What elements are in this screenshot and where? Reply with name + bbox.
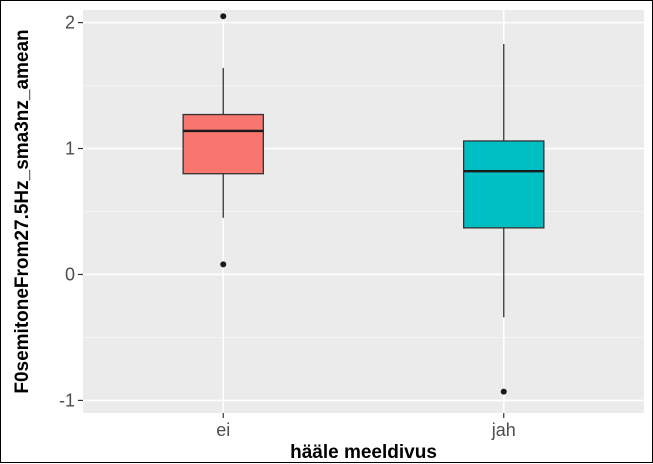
x-tick-label: jah	[491, 420, 516, 440]
box-iqr	[182, 113, 265, 175]
box-ei	[182, 13, 265, 268]
outlier-point	[500, 388, 507, 395]
y-tick-label: -1	[59, 390, 75, 410]
x-tick-label: ei	[216, 420, 230, 440]
y-axis: -1 0 1 2	[59, 13, 83, 410]
y-tick-label: 2	[65, 13, 75, 33]
box-iqr	[462, 140, 545, 229]
x-axis-title: hääle meeldivus	[290, 442, 437, 463]
y-axis-title: F0semitoneFrom27.5Hz_sma3nz_amean	[12, 29, 33, 393]
outlier-point	[220, 13, 227, 20]
y-tick-label: 0	[65, 264, 75, 284]
x-axis: ei jah	[216, 413, 516, 440]
y-tick-label: 1	[65, 139, 75, 159]
outlier-point	[220, 261, 227, 268]
boxes-group	[182, 13, 545, 395]
box-jah	[462, 44, 545, 395]
